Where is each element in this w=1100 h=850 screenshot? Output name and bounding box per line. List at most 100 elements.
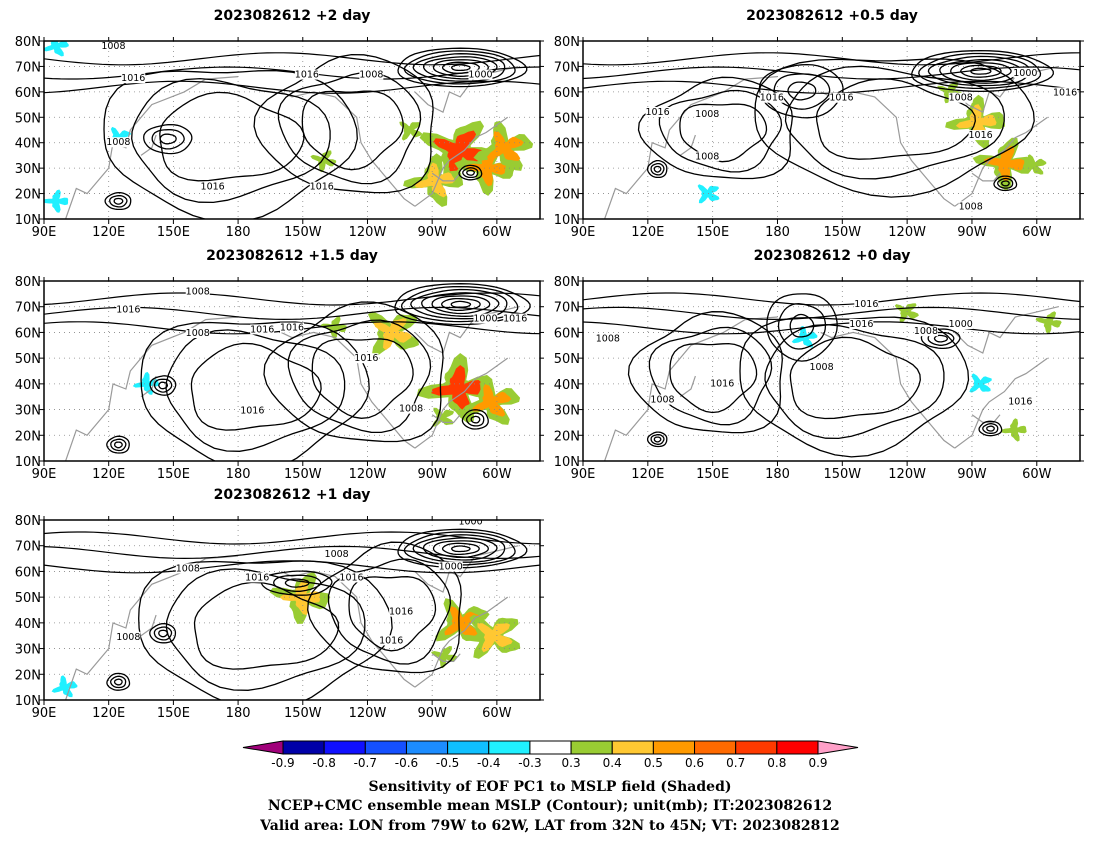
- contour-label: 1000: [439, 562, 463, 573]
- map-frame: [43, 519, 541, 701]
- contour-label-bg: [309, 181, 334, 192]
- x-tick-label: 60W: [482, 706, 512, 721]
- map-panel-plus-0-5-day: 2023082612 +0.5 day 1008 1016 1016 1008 1016…: [554, 8, 1084, 240]
- contour-label-bg: [854, 299, 879, 310]
- contour-label-bg: [101, 41, 126, 52]
- sensitivity-shade: [399, 121, 423, 141]
- colorbar-label: 0.8: [767, 756, 786, 770]
- map-frame: [43, 40, 541, 220]
- graticule: [44, 520, 540, 700]
- y-tick-label: 80N: [15, 35, 41, 50]
- y-tick-label: 70N: [554, 301, 580, 316]
- sensitivity-shade: [477, 623, 513, 653]
- map-frame: [582, 280, 1081, 462]
- sensitivity-shade: [373, 318, 412, 351]
- contour-label-bg: [200, 181, 225, 192]
- y-tick-label: 20N: [15, 668, 41, 683]
- sensitivity-shade: [1021, 154, 1047, 175]
- caption-line-3: Valid area: LON from 79W to 62W, LAT fro…: [259, 818, 840, 834]
- contour-label-bg: [695, 151, 720, 162]
- mslp-contours: [44, 528, 540, 700]
- x-tick-label: 90E: [32, 706, 57, 721]
- y-tick-label: 80N: [15, 275, 41, 290]
- map-body: 1016 1008 1008 1016 1016 1000 1016 1016 1016 1008: [44, 281, 540, 461]
- map-panel-plus-0-day: 2023082612 +0 day 1008100810161008101610…: [554, 248, 1084, 482]
- contour-label-bg: [710, 378, 735, 389]
- sensitivity-shade: [955, 104, 997, 140]
- x-tick-label: 120W: [888, 467, 926, 482]
- contour-label: 1016: [379, 635, 403, 646]
- x-tick-label: 120E: [92, 706, 125, 721]
- x-tick-label: 90E: [571, 467, 596, 482]
- sensitivity-shade: [431, 365, 484, 412]
- contour-label-bg: [829, 92, 854, 103]
- x-tick-label: 90E: [32, 225, 57, 240]
- contour-label: 1008: [695, 109, 719, 120]
- contour-label: 1000: [949, 319, 973, 330]
- colorbar-swatch: [447, 740, 490, 755]
- sensitivity-shade: [465, 150, 506, 187]
- colorbar-swatch: [529, 740, 572, 755]
- y-tick-label: 30N: [554, 162, 580, 177]
- x-tick-label: 90W: [417, 225, 447, 240]
- contour-label-bg: [389, 606, 414, 617]
- x-tick-label: 90E: [32, 467, 57, 482]
- sensitivity-shade: [132, 371, 160, 395]
- colorbar-label: 0.6: [685, 756, 704, 770]
- colorbar-swatch: [652, 740, 696, 755]
- contour-label: 1008: [695, 151, 719, 162]
- sensitivity-shade: [444, 606, 481, 636]
- panel-title: 2023082612 +0 day: [754, 248, 911, 264]
- x-tick-label: 150W: [284, 467, 322, 482]
- colorbar-swatch: [776, 740, 819, 755]
- y-tick-label: 10N: [15, 455, 41, 470]
- x-tick-label: 150W: [823, 467, 861, 482]
- contour-label-bg: [121, 73, 146, 84]
- contour-label: 1000: [458, 517, 482, 528]
- y-tick-label: 10N: [15, 694, 41, 709]
- y-tick-label: 30N: [15, 162, 41, 177]
- contour-label: 1008: [186, 287, 210, 298]
- contour-label-bg: [948, 319, 973, 329]
- colorbar-label: -0.9: [271, 756, 294, 770]
- contour-label: 1016: [1008, 396, 1032, 407]
- contour-label-bg: [645, 106, 670, 117]
- contour-label: 1008: [116, 632, 140, 643]
- contour-label-bg: [280, 322, 304, 333]
- colorbar-label: -0.7: [354, 756, 377, 770]
- panel-title: 2023082612 +2 day: [214, 8, 371, 24]
- contour-label: 1016: [310, 182, 334, 193]
- x-tick-label: 150W: [284, 706, 322, 721]
- y-tick-label: 80N: [554, 275, 580, 290]
- contour-label: 1016: [240, 405, 264, 416]
- colorbar-label: -0.4: [477, 756, 500, 770]
- contour-label: 1016: [354, 353, 378, 364]
- contour-label: 1000: [1013, 68, 1037, 79]
- y-tick-label: 50N: [554, 352, 580, 367]
- contour-label-bg: [958, 201, 983, 212]
- contour-label: 1016: [201, 182, 225, 193]
- panel-title: 2023082612 +0.5 day: [746, 8, 918, 24]
- contour-label-bg: [379, 635, 404, 646]
- sensitivity-shade: [44, 189, 69, 213]
- contour-label: 1008: [101, 41, 125, 52]
- y-tick-label: 80N: [15, 514, 41, 529]
- x-tick-label: 90W: [957, 467, 987, 482]
- x-tick-label: 150W: [823, 225, 861, 240]
- x-tick-label: 60W: [482, 467, 512, 482]
- colorbar-label: 0.5: [644, 756, 663, 770]
- x-tick-label: 150E: [157, 467, 190, 482]
- contour-label-bg: [245, 572, 270, 583]
- contour-label: 1016: [760, 93, 784, 104]
- figure-caption: Sensitivity of EOF PC1 to MSLP field (Sh…: [259, 779, 840, 834]
- contour-label-bg: [650, 394, 675, 405]
- contour-label: 1008: [325, 549, 349, 560]
- contour-label-bg: [185, 328, 210, 338]
- contour-label-bg: [913, 326, 938, 337]
- contour-label-bg: [458, 520, 483, 527]
- contour-label-bg: [324, 549, 349, 559]
- contour-label: 1016: [389, 607, 413, 618]
- contour-label: 1016: [295, 70, 319, 81]
- y-tick-label: 10N: [15, 213, 41, 228]
